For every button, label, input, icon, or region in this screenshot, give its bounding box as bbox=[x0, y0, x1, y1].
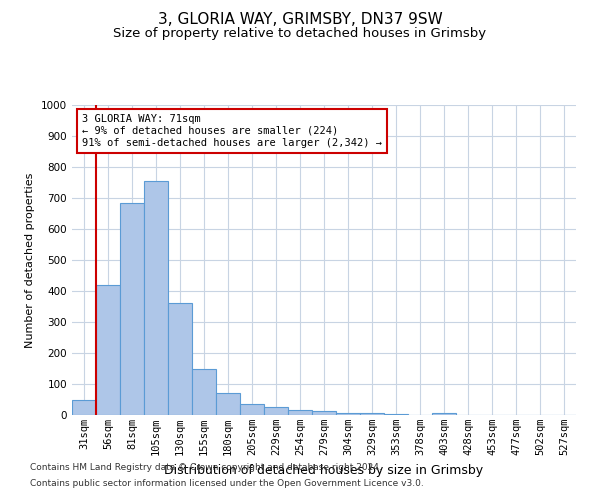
Bar bbox=[432, 412, 456, 415]
Text: 3 GLORIA WAY: 71sqm
← 9% of detached houses are smaller (224)
91% of semi-detach: 3 GLORIA WAY: 71sqm ← 9% of detached hou… bbox=[82, 114, 382, 148]
Bar bbox=[192, 368, 216, 415]
Bar bbox=[336, 412, 360, 415]
Bar bbox=[144, 181, 168, 415]
Bar bbox=[72, 400, 96, 415]
Bar bbox=[264, 407, 288, 415]
Text: Size of property relative to detached houses in Grimsby: Size of property relative to detached ho… bbox=[113, 28, 487, 40]
Bar bbox=[96, 285, 120, 415]
Text: Contains public sector information licensed under the Open Government Licence v3: Contains public sector information licen… bbox=[30, 478, 424, 488]
Bar bbox=[216, 394, 240, 415]
Text: 3, GLORIA WAY, GRIMSBY, DN37 9SW: 3, GLORIA WAY, GRIMSBY, DN37 9SW bbox=[158, 12, 442, 28]
Bar bbox=[312, 412, 336, 415]
Text: Contains HM Land Registry data © Crown copyright and database right 2024.: Contains HM Land Registry data © Crown c… bbox=[30, 464, 382, 472]
X-axis label: Distribution of detached houses by size in Grimsby: Distribution of detached houses by size … bbox=[164, 464, 484, 476]
Y-axis label: Number of detached properties: Number of detached properties bbox=[25, 172, 35, 348]
Bar bbox=[360, 414, 384, 415]
Bar bbox=[384, 414, 408, 415]
Bar bbox=[120, 202, 144, 415]
Bar bbox=[168, 304, 192, 415]
Bar bbox=[240, 404, 264, 415]
Bar bbox=[288, 410, 312, 415]
